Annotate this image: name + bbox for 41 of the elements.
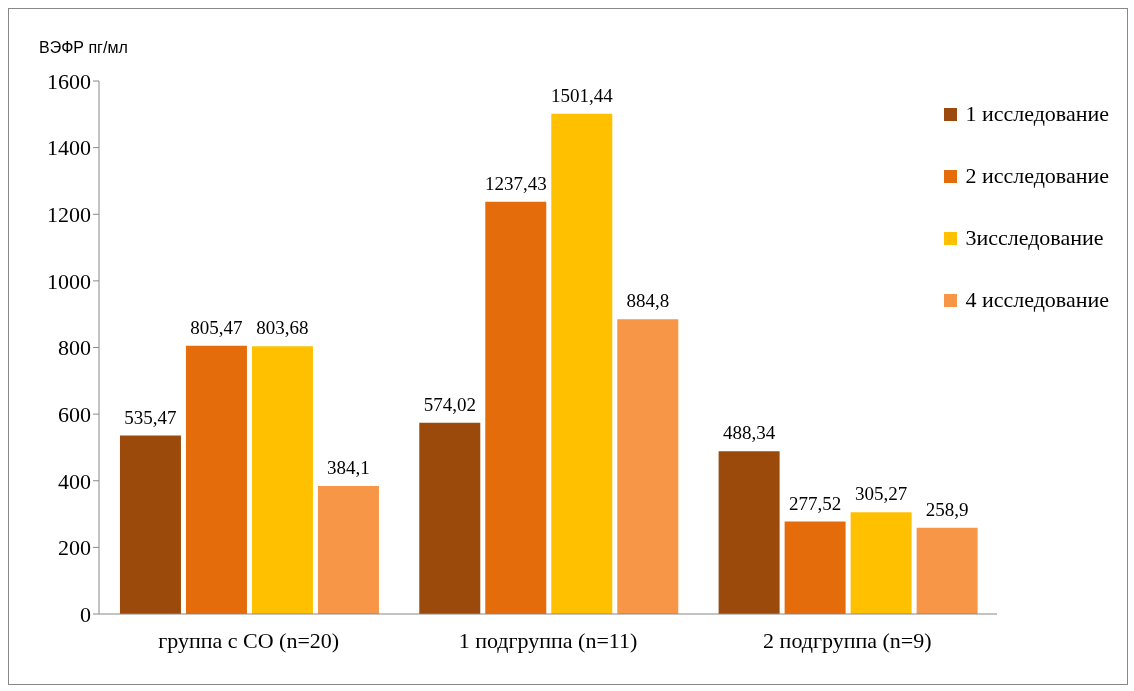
- y-tick-label: 600: [58, 401, 91, 427]
- y-tick-label: 0: [80, 601, 91, 627]
- bar: [850, 512, 912, 614]
- x-tick-label: 1 подгруппа (n=11): [458, 627, 638, 653]
- bar: [718, 451, 780, 614]
- bar: [916, 527, 978, 614]
- data-label: 574,02: [423, 393, 476, 415]
- y-tick-label: 200: [58, 535, 91, 561]
- data-label: 488,34: [722, 422, 776, 444]
- x-tick-label: группа с СО (n=20): [158, 627, 340, 653]
- bar: [317, 486, 379, 614]
- data-label: 305,27: [854, 483, 908, 505]
- bar: [185, 345, 247, 614]
- bar: [119, 435, 181, 614]
- legend-label: 4 исследование: [965, 287, 1109, 313]
- bar: [617, 319, 679, 614]
- data-label: 805,47: [190, 316, 243, 338]
- data-label: 277,52: [788, 492, 842, 514]
- legend-label: 1 исследование: [965, 101, 1109, 127]
- x-tick-label: 2 подгруппа (n=9): [763, 627, 932, 653]
- y-tick-label: 1400: [47, 135, 91, 161]
- bar: [251, 346, 313, 614]
- legend-label: 3исследование: [965, 225, 1104, 251]
- bar: [784, 521, 846, 614]
- data-label: 384,1: [327, 457, 370, 479]
- y-tick-label: 400: [58, 468, 91, 494]
- bar: [551, 113, 613, 614]
- y-tick-label: 1600: [47, 68, 91, 94]
- data-label: 1501,44: [550, 84, 614, 106]
- data-label: 803,68: [256, 317, 309, 339]
- y-tick-label: 1200: [47, 202, 91, 228]
- bar: [419, 422, 481, 614]
- legend-label: 2 исследование: [965, 163, 1109, 189]
- data-label: 1237,43: [484, 172, 547, 194]
- y-tick-label: 800: [58, 335, 91, 361]
- data-label: 884,8: [626, 290, 670, 312]
- y-axis-title: ВЭФР пг/мл: [39, 39, 128, 57]
- bar: [485, 201, 547, 614]
- data-label: 258,9: [925, 498, 969, 520]
- data-label: 535,47: [124, 406, 177, 428]
- y-tick-label: 1000: [47, 268, 91, 294]
